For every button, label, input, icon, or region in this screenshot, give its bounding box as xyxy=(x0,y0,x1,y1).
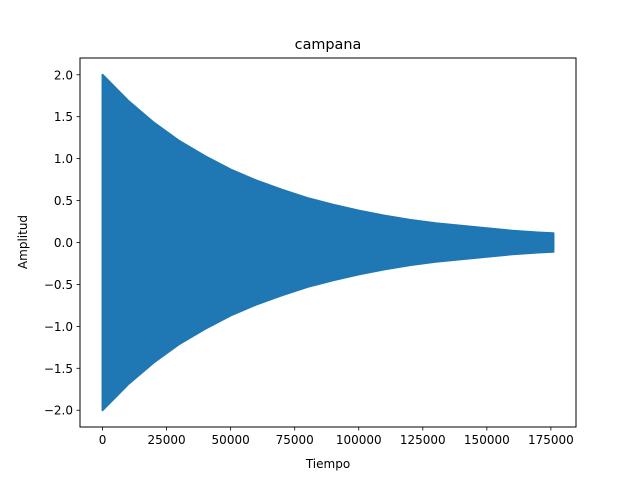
x-axis-title: Tiempo xyxy=(305,457,350,471)
x-tick-label: 100000 xyxy=(336,433,382,447)
y-tick-label: −2.0 xyxy=(44,404,73,418)
y-axis-title: Amplitud xyxy=(16,215,30,269)
y-tick-label: −1.0 xyxy=(44,320,73,334)
y-tick-label: 1.0 xyxy=(54,152,73,166)
x-axis: 0 25000 50000 75000 100000 125000 150000 175000 xyxy=(99,427,574,447)
y-tick-label: −1.5 xyxy=(44,362,73,376)
y-tick-label: 2.0 xyxy=(54,68,73,82)
y-tick-label: −0.5 xyxy=(44,278,73,292)
x-tick-label: 125000 xyxy=(400,433,446,447)
chart-title: campana xyxy=(295,37,362,53)
plot-marks xyxy=(101,73,555,412)
y-tick-label: 0.5 xyxy=(54,194,73,208)
y-axis: 2.0 1.5 1.0 0.5 0.0 −0.5 −1.0 −1.5 −2.0 xyxy=(44,68,80,418)
x-tick-label: 50000 xyxy=(212,433,250,447)
x-tick-label: 150000 xyxy=(464,433,510,447)
y-tick-label: 0.0 xyxy=(54,236,73,250)
x-tick-label: 75000 xyxy=(276,433,314,447)
x-tick-label: 175000 xyxy=(528,433,574,447)
x-tick-label: 25000 xyxy=(148,433,186,447)
x-tick-label: 0 xyxy=(99,433,107,447)
series-waveform xyxy=(101,73,555,412)
y-tick-label: 1.5 xyxy=(54,110,73,124)
